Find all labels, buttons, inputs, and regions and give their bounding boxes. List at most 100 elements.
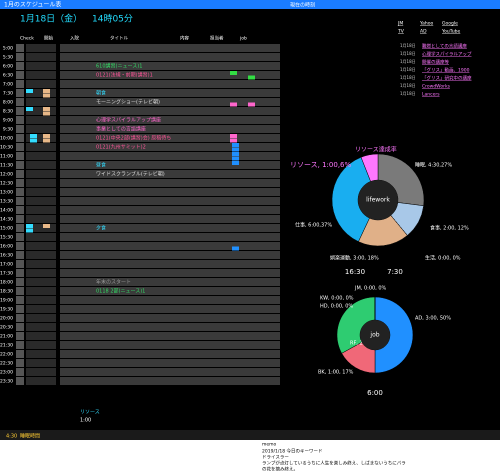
event-title: 年末のスタート	[96, 279, 131, 286]
row-bg	[60, 296, 280, 304]
task-date: 1月18日	[400, 75, 416, 80]
row-bg	[16, 269, 24, 277]
row-bg	[26, 152, 56, 160]
task-title: CrowdWorks	[422, 84, 451, 90]
row-bg	[26, 62, 56, 70]
time-label: 10:00	[0, 136, 13, 142]
time-label: 9:30	[3, 127, 13, 133]
column-header: job	[239, 36, 247, 42]
status-block	[230, 138, 237, 143]
pie-center: job	[369, 332, 379, 339]
row-bg	[26, 269, 56, 277]
row-bg	[60, 89, 280, 97]
row-bg	[26, 116, 56, 124]
time-label: 12:30	[0, 181, 13, 187]
row-bg	[16, 206, 24, 214]
row-bg	[26, 143, 56, 151]
event-title: モーニングショー(テレビ朝)	[96, 99, 160, 106]
row-bg	[26, 332, 56, 340]
time-label: 5:00	[3, 46, 13, 52]
row-bg	[26, 188, 56, 196]
row-bg	[16, 368, 24, 376]
row-bg	[60, 278, 280, 286]
status-block	[232, 246, 239, 251]
event-title: 朝食	[96, 90, 106, 97]
sleep-label: 睡眠時間	[20, 433, 40, 440]
row-bg	[60, 305, 280, 313]
link: TV	[397, 29, 405, 35]
event-title: 0121(法規・前期(講習)1	[96, 72, 153, 79]
resource-label: リソース	[80, 410, 100, 416]
row-bg	[60, 224, 280, 232]
event-title: 心理学スパイラルアップ講座	[96, 117, 161, 124]
row-bg	[16, 53, 24, 61]
pie-title: リソース達成率	[355, 146, 397, 154]
row-bg	[16, 314, 24, 322]
sleep-time: 4:30	[6, 434, 17, 440]
status-block	[230, 134, 237, 138]
task-date: 1月18日	[400, 83, 416, 88]
time: 14時05分	[92, 14, 133, 25]
row-bg	[16, 323, 24, 331]
row-bg	[16, 143, 24, 151]
row-bg	[16, 71, 24, 79]
row-bg	[26, 350, 56, 358]
status-block	[232, 161, 239, 165]
row-bg	[26, 71, 56, 79]
row-bg	[16, 233, 24, 241]
row-bg	[60, 287, 280, 295]
slice-label: 生活, 0:00, 0%	[425, 255, 461, 262]
row-bg	[26, 278, 56, 286]
row-bg	[60, 98, 280, 106]
column-header: Check	[20, 36, 34, 42]
time-label: 18:00	[0, 280, 13, 286]
time-label: 15:30	[0, 235, 13, 241]
time-label: 12:00	[0, 172, 13, 178]
time-label: 7:30	[3, 91, 13, 97]
row-bg	[16, 251, 24, 259]
footer-bar	[0, 430, 500, 440]
status-block	[43, 93, 50, 98]
row-bg	[26, 80, 56, 88]
row-bg	[60, 377, 280, 385]
time-label: 20:00	[0, 316, 13, 322]
row-bg	[26, 314, 56, 322]
status-block	[43, 111, 50, 116]
resource-time: 1:00	[80, 418, 91, 424]
time-label: 13:00	[0, 190, 13, 196]
link: Yahoo	[419, 21, 433, 27]
status-block	[43, 138, 50, 143]
slice-label: リソース, 1:00,6%	[290, 161, 351, 169]
time-label: 10:30	[0, 145, 13, 151]
slice-label: BK, 1:00, 17%	[318, 370, 354, 376]
memo-line: ランプが点灯しているうちに人生を楽しみ終え、しばまないうちにバラ	[262, 460, 406, 467]
row-bg	[26, 44, 56, 52]
time-label: 14:00	[0, 208, 13, 214]
row-bg	[16, 170, 24, 178]
column-header: 担当者	[210, 35, 224, 42]
row-bg	[26, 323, 56, 331]
row-bg	[60, 350, 280, 358]
row-bg	[26, 98, 56, 106]
row-bg	[26, 215, 56, 223]
row-bg	[16, 341, 24, 349]
time-label: 19:30	[0, 307, 13, 313]
row-bg	[16, 188, 24, 196]
row-bg	[16, 161, 24, 169]
row-bg	[60, 323, 280, 331]
row-bg	[60, 152, 280, 160]
link: YouTube	[441, 29, 461, 35]
row-bg	[16, 377, 24, 385]
pie-hole	[358, 180, 398, 220]
event-title: ワイドスクランブル(テレビ朝)	[96, 171, 165, 178]
row-bg	[16, 62, 24, 70]
row-bg	[16, 89, 24, 97]
event-title: 夕食	[96, 225, 106, 232]
column-header: 開始	[44, 35, 53, 42]
status-block	[26, 224, 33, 228]
row-bg	[60, 107, 280, 115]
slice-label: HD, 0:00, 0%	[320, 304, 353, 310]
event-title: 0118 2部(ニュース)1	[96, 288, 145, 295]
row-bg	[16, 98, 24, 106]
row-bg	[16, 332, 24, 340]
